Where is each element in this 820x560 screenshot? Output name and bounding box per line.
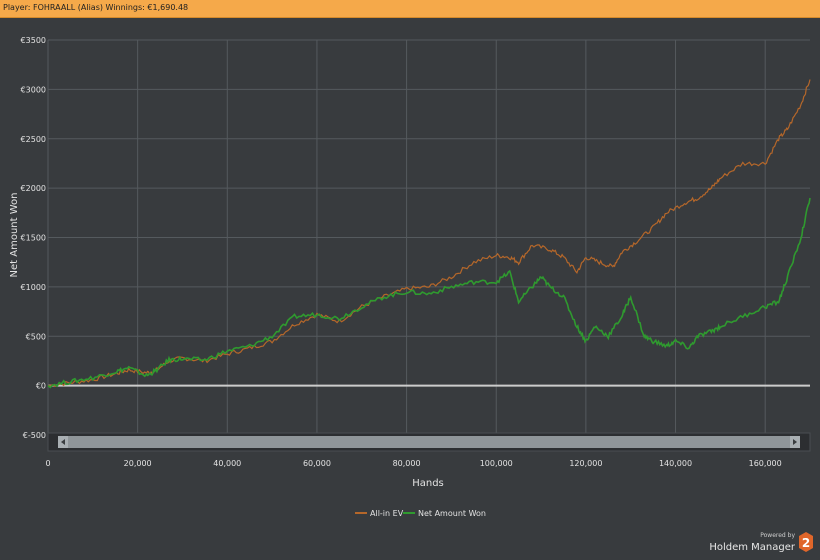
y-tick-label: €2000 — [21, 184, 46, 193]
y-tick-label: €2500 — [21, 135, 46, 144]
y-tick-label: €500 — [26, 332, 46, 341]
chart-scrollbar[interactable] — [47, 432, 811, 452]
x-tick-label: 160,000 — [749, 459, 782, 468]
legend-label-net-amount-won: Net Amount Won — [418, 509, 486, 518]
product-name-text: Holdem Manager — [709, 542, 796, 553]
y-tick-label: €1000 — [21, 283, 46, 292]
x-tick-label: 120,000 — [569, 459, 602, 468]
title-bar: Player: FOHRAALL (Alias) Winnings: €1,69… — [0, 0, 820, 18]
legend-item-net-amount-won[interactable]: Net Amount Won — [403, 509, 486, 518]
legend-item-allin-ev[interactable]: All-in EV — [355, 509, 404, 518]
scroll-right-arrow-icon — [793, 439, 797, 445]
x-tick-label: 80,000 — [393, 459, 421, 468]
y-tick-label: €1500 — [21, 234, 46, 243]
player-winnings-title: Player: FOHRAALL (Alias) Winnings: €1,69… — [3, 3, 189, 12]
chart-series — [47, 79, 811, 389]
x-tick-label: 40,000 — [213, 459, 241, 468]
y-axis-title: Net Amount Won — [9, 193, 20, 278]
x-axis-ticks: 0 20,000 40,000 60,000 80,000 100,000 120,000 1… — [45, 459, 781, 468]
x-tick-label: 140,000 — [659, 459, 692, 468]
x-tick-label: 100,000 — [480, 459, 513, 468]
y-tick-label: €3500 — [21, 36, 46, 45]
x-tick-label: 60,000 — [303, 459, 331, 468]
chart-legend: All-in EV Net Amount Won — [355, 509, 486, 518]
legend-label-allin-ev: All-in EV — [370, 509, 404, 518]
hm2-badge-icon — [799, 532, 813, 552]
chart-grid — [47, 39, 810, 436]
y-tick-label: €-500 — [23, 431, 46, 440]
x-axis-title: Hands — [412, 478, 444, 489]
scroll-left-arrow-icon — [61, 439, 65, 445]
x-tick-label: 0 — [45, 459, 50, 468]
winnings-chart: €-500 €0 €500 €1000 €1500 €2000 €2500 €3000 €350… — [9, 36, 813, 553]
y-tick-label: €0 — [36, 382, 46, 391]
y-axis-ticks: €-500 €0 €500 €1000 €1500 €2000 €2500 €3000 €350… — [21, 36, 46, 440]
series-line-allin-ev — [47, 79, 811, 388]
x-tick-label: 20,000 — [124, 459, 152, 468]
series-line-net-amount-won — [47, 197, 811, 389]
powered-by-text: Powered by — [760, 532, 795, 539]
y-tick-label: €3000 — [21, 85, 46, 94]
hm2-badge-number: 2 — [802, 536, 810, 550]
holdem-manager-logo: Powered by Holdem Manager 2 — [709, 532, 813, 553]
